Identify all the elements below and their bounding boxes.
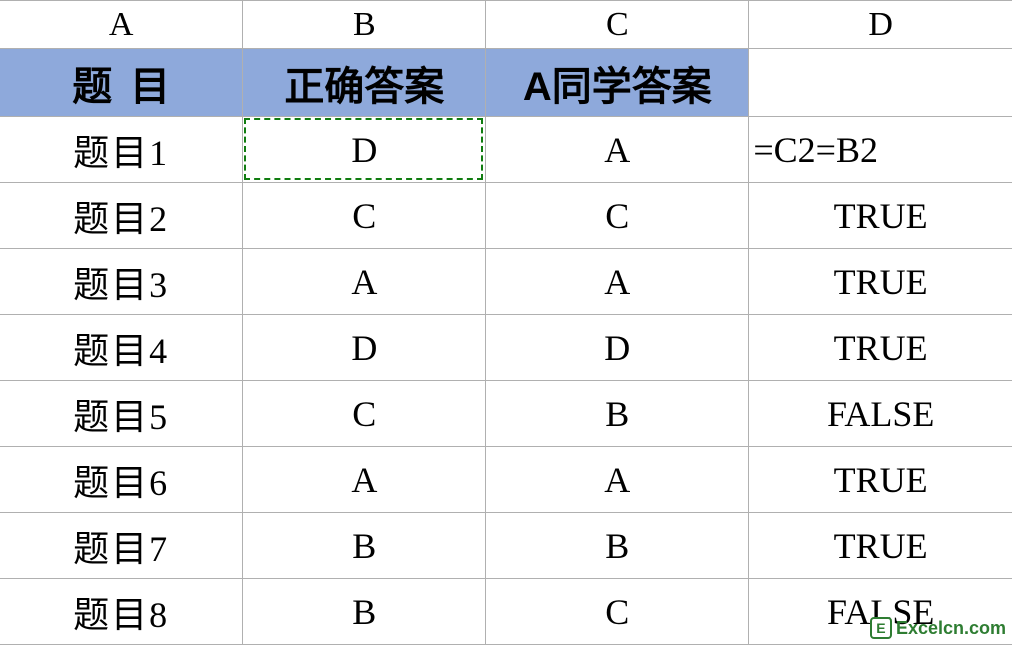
table-row: 题目1DA=C2=B2 — [0, 117, 1012, 183]
watermark-text: Excelcn.com — [896, 618, 1006, 639]
column-header-C[interactable]: C — [486, 1, 749, 49]
cell-result[interactable]: TRUE — [749, 447, 1012, 513]
cell-formula[interactable]: =C2=B2 — [749, 117, 1012, 183]
header-cell-C[interactable]: A同学答案 — [486, 49, 749, 117]
table-row: 题目6AATRUE — [0, 447, 1012, 513]
data-header-row: 题目 正确答案 A同学答案 — [0, 49, 1012, 117]
watermark: E Excelcn.com — [870, 617, 1006, 639]
cell-correct-answer[interactable]: C — [243, 381, 486, 447]
cell-student-answer[interactable]: C — [486, 183, 749, 249]
header-cell-D[interactable] — [749, 49, 1012, 117]
column-header-row: A B C D — [0, 1, 1012, 49]
cell-correct-answer[interactable]: B — [243, 513, 486, 579]
table-row: 题目2CCTRUE — [0, 183, 1012, 249]
table-row: 题目7BBTRUE — [0, 513, 1012, 579]
cell-question[interactable]: 题目2 — [0, 183, 243, 249]
column-header-B[interactable]: B — [243, 1, 486, 49]
cell-student-answer[interactable]: D — [486, 315, 749, 381]
cell-correct-answer[interactable]: A — [243, 249, 486, 315]
table-row: 题目8BCFALSE — [0, 579, 1012, 645]
cell-question[interactable]: 题目8 — [0, 579, 243, 645]
cell-student-answer[interactable]: A — [486, 447, 749, 513]
cell-correct-answer[interactable]: A — [243, 447, 486, 513]
cell-result[interactable]: TRUE — [749, 315, 1012, 381]
cell-correct-answer[interactable]: D — [243, 117, 486, 183]
cell-question[interactable]: 题目5 — [0, 381, 243, 447]
cell-question[interactable]: 题目7 — [0, 513, 243, 579]
cell-question[interactable]: 题目1 — [0, 117, 243, 183]
cell-question[interactable]: 题目3 — [0, 249, 243, 315]
spreadsheet-grid[interactable]: A B C D 题目 正确答案 A同学答案 题目1DA=C2=B2题目2CCTR… — [0, 0, 1012, 645]
column-header-D[interactable]: D — [749, 1, 1012, 49]
column-header-A[interactable]: A — [0, 1, 243, 49]
cell-result[interactable]: TRUE — [749, 249, 1012, 315]
excel-icon: E — [870, 617, 892, 639]
cell-student-answer[interactable]: A — [486, 117, 749, 183]
cell-student-answer[interactable]: B — [486, 513, 749, 579]
cell-question[interactable]: 题目6 — [0, 447, 243, 513]
table-row: 题目5CBFALSE — [0, 381, 1012, 447]
cell-result[interactable]: TRUE — [749, 183, 1012, 249]
table-row: 题目3AATRUE — [0, 249, 1012, 315]
table-row: 题目4DDTRUE — [0, 315, 1012, 381]
cell-result[interactable]: TRUE — [749, 513, 1012, 579]
cell-question[interactable]: 题目4 — [0, 315, 243, 381]
cell-correct-answer[interactable]: D — [243, 315, 486, 381]
header-cell-B[interactable]: 正确答案 — [243, 49, 486, 117]
cell-result[interactable]: FALSE — [749, 381, 1012, 447]
cell-correct-answer[interactable]: C — [243, 183, 486, 249]
cell-student-answer[interactable]: C — [486, 579, 749, 645]
cell-student-answer[interactable]: A — [486, 249, 749, 315]
cell-student-answer[interactable]: B — [486, 381, 749, 447]
header-cell-A[interactable]: 题目 — [0, 49, 243, 117]
cell-correct-answer[interactable]: B — [243, 579, 486, 645]
